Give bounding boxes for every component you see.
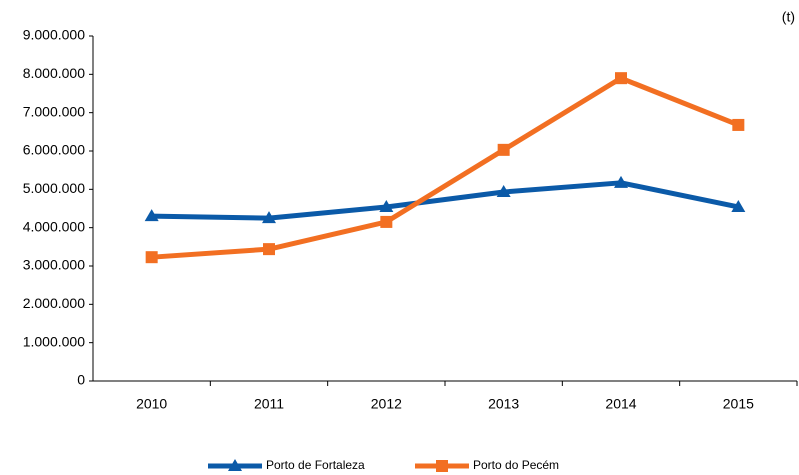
y-tick-label: 0 bbox=[77, 372, 85, 388]
marker bbox=[436, 460, 448, 472]
legend-label: Porto de Fortaleza bbox=[266, 458, 365, 472]
unit-label: (t) bbox=[782, 9, 795, 25]
marker bbox=[145, 251, 158, 264]
series-line bbox=[151, 75, 740, 260]
x-tick-label: 2010 bbox=[136, 396, 167, 412]
marker bbox=[262, 211, 276, 224]
x-tick-label: 2011 bbox=[254, 396, 284, 412]
y-tick-label: 1.000.000 bbox=[23, 333, 85, 349]
y-tick-label: 2.000.000 bbox=[23, 295, 85, 311]
y-tick-label: 3.000.000 bbox=[23, 257, 85, 273]
marker bbox=[228, 459, 242, 471]
marker bbox=[379, 199, 394, 212]
series-line bbox=[151, 180, 739, 221]
x-tick-label: 2014 bbox=[605, 396, 636, 412]
marker bbox=[732, 118, 745, 131]
marker bbox=[731, 199, 746, 212]
y-tick-label: 4.000.000 bbox=[23, 218, 85, 234]
x-tick-label: 2015 bbox=[723, 396, 754, 412]
marker bbox=[615, 72, 627, 85]
y-tick-label: 8.000.000 bbox=[23, 65, 85, 81]
x-tick-label: 2012 bbox=[371, 396, 402, 412]
y-tick-label: 6.000.000 bbox=[23, 142, 85, 158]
marker bbox=[614, 175, 628, 188]
marker bbox=[144, 209, 159, 222]
x-tick-label: 2013 bbox=[488, 396, 519, 412]
y-tick-label: 5.000.000 bbox=[23, 180, 85, 196]
legend-label: Porto do Pecém bbox=[473, 458, 559, 472]
marker bbox=[496, 185, 511, 198]
marker bbox=[263, 243, 275, 256]
marker bbox=[380, 215, 393, 228]
y-tick-label: 9.000.000 bbox=[23, 27, 85, 43]
marker bbox=[497, 143, 510, 156]
y-tick-label: 7.000.000 bbox=[23, 103, 85, 119]
